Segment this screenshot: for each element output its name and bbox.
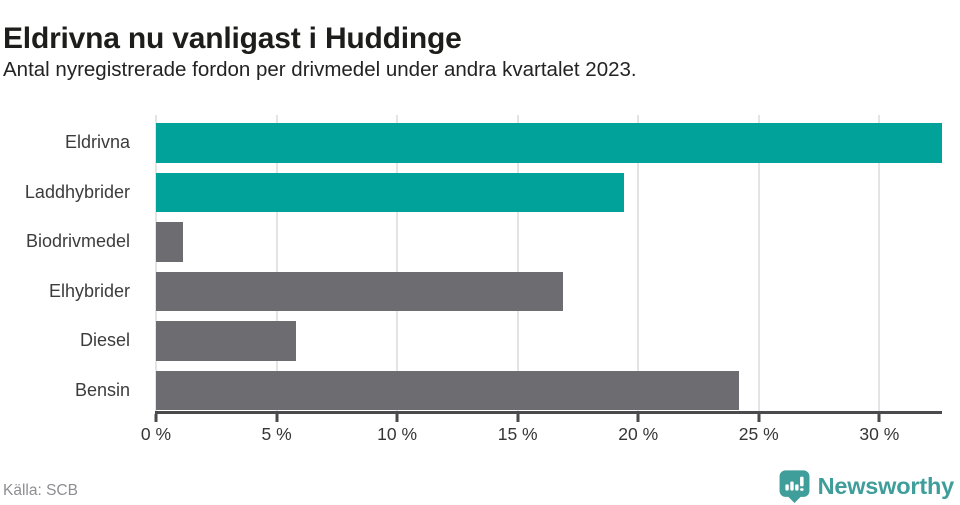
bar-row (156, 222, 942, 262)
gridline-25 (757, 115, 760, 412)
gridline-5 (275, 115, 278, 412)
bar-biodrivmedel (156, 222, 183, 262)
x-tick-label-0: 0 % (140, 424, 172, 444)
gridline-30 (878, 115, 881, 412)
x-tick-25 (757, 414, 761, 422)
x-tick-0 (154, 414, 158, 422)
x-tick-10 (395, 414, 399, 422)
chart-subtitle: Antal nyregistrerade fordon per drivmede… (3, 58, 637, 81)
bar-elhybrider (156, 271, 564, 311)
x-tick-label-30: 30 % (859, 424, 900, 444)
bar-row (156, 271, 942, 311)
bar-row (156, 370, 942, 410)
gridline-15 (516, 115, 519, 412)
source-note: Källa: SCB (3, 482, 78, 499)
bar-bensin (156, 370, 740, 410)
gridline-0 (155, 115, 157, 412)
x-tick-label-10: 10 % (377, 424, 418, 444)
bar-row (156, 321, 942, 361)
x-tick-label-20: 20 % (618, 424, 659, 444)
x-tick-20 (636, 414, 640, 422)
newsworthy-logo: Newsworthy (778, 469, 954, 503)
category-label-eldrivna: Eldrivna (64, 132, 130, 153)
x-tick-5 (275, 414, 279, 422)
x-tick-label-5: 5 % (261, 424, 292, 444)
category-label-biodrivmedel: Biodrivmedel (25, 231, 130, 252)
chart-title: Eldrivna nu vanligast i Huddinge (3, 22, 462, 56)
category-label-bensin: Bensin (74, 379, 130, 400)
x-tick-15 (516, 414, 520, 422)
category-label-laddhybrider: Laddhybrider (24, 181, 130, 202)
bar-row (156, 123, 942, 163)
bar-laddhybrider (156, 172, 624, 212)
category-label-elhybrider: Elhybrider (48, 280, 130, 301)
bar-row (156, 172, 942, 212)
x-tick-30 (877, 414, 881, 422)
newsworthy-speech-bubble-chart-icon (778, 469, 811, 503)
category-label-diesel: Diesel (79, 330, 130, 351)
bar-diesel (156, 321, 296, 361)
x-axis-line (155, 411, 942, 414)
x-tick-label-15: 15 % (497, 424, 538, 444)
x-tick-label-25: 25 % (738, 424, 779, 444)
newsworthy-wordmark: Newsworthy (817, 472, 955, 499)
bar-eldrivna (156, 123, 942, 163)
gridline-10 (396, 115, 399, 412)
gridline-20 (637, 115, 640, 412)
plot-area (155, 115, 942, 412)
